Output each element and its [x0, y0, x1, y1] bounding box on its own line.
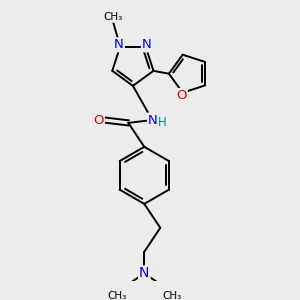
Text: N: N: [142, 38, 152, 51]
Text: CH₃: CH₃: [107, 291, 127, 300]
Text: H: H: [158, 116, 167, 129]
Text: N: N: [139, 266, 149, 280]
Text: O: O: [176, 89, 187, 102]
Text: N: N: [148, 113, 158, 127]
Text: N: N: [114, 38, 124, 51]
Text: O: O: [93, 113, 104, 127]
Text: CH₃: CH₃: [162, 291, 181, 300]
Text: CH₃: CH₃: [104, 12, 123, 22]
